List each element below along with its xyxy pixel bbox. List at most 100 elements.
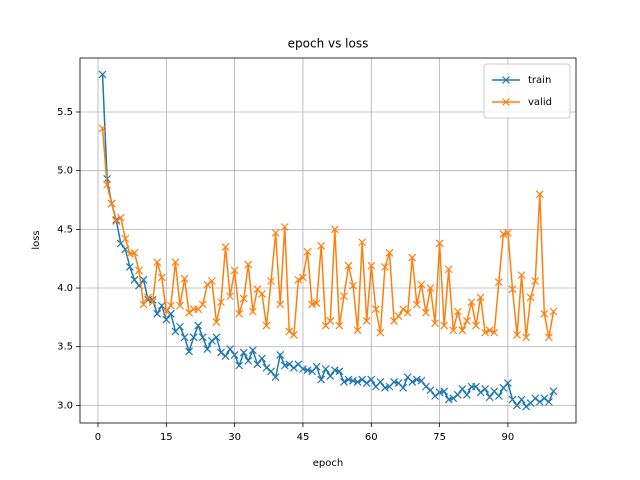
data-point xyxy=(458,385,467,393)
data-point xyxy=(157,301,166,310)
data-point xyxy=(453,390,462,399)
data-point xyxy=(180,274,189,283)
data-point xyxy=(299,365,307,373)
data-point xyxy=(226,345,234,353)
data-point xyxy=(412,300,421,309)
data-point xyxy=(212,318,221,326)
data-point xyxy=(503,228,512,237)
data-point xyxy=(499,230,508,238)
y-tick-label: 4.5 xyxy=(57,224,73,235)
data-point xyxy=(376,328,385,337)
data-point xyxy=(394,312,403,321)
data-point xyxy=(217,348,225,357)
data-point xyxy=(299,273,307,282)
data-point xyxy=(244,260,253,269)
data-point xyxy=(285,327,294,336)
data-point xyxy=(522,333,531,342)
data-point xyxy=(462,390,471,399)
data-point xyxy=(148,298,157,307)
data-point xyxy=(130,248,139,257)
y-tick-label: 3.5 xyxy=(57,342,73,353)
data-point xyxy=(422,308,430,317)
data-point xyxy=(116,213,125,222)
data-point xyxy=(412,375,421,384)
data-point xyxy=(326,372,335,380)
data-point xyxy=(349,281,357,290)
data-point xyxy=(230,266,239,275)
data-point xyxy=(371,305,380,314)
data-point xyxy=(522,402,531,411)
data-point xyxy=(226,292,234,301)
data-point xyxy=(481,328,490,337)
data-point xyxy=(444,265,453,274)
series-line xyxy=(101,74,555,408)
chart-title: epoch vs loss xyxy=(288,37,369,51)
data-point xyxy=(417,376,426,385)
data-point xyxy=(476,388,485,397)
data-point xyxy=(312,299,321,308)
data-point xyxy=(317,375,326,384)
data-point xyxy=(367,375,376,384)
data-point xyxy=(217,298,225,307)
legend-marker xyxy=(502,98,510,106)
data-point xyxy=(98,124,107,133)
data-point xyxy=(285,360,294,369)
data-point xyxy=(335,321,344,330)
data-point xyxy=(340,292,348,301)
data-point xyxy=(422,382,430,391)
data-point xyxy=(385,248,394,257)
data-point xyxy=(549,387,558,396)
data-point xyxy=(262,363,271,372)
data-point xyxy=(485,326,494,335)
data-point xyxy=(176,301,184,310)
data-point xyxy=(399,383,408,392)
data-point xyxy=(435,388,444,397)
data-point xyxy=(362,379,371,388)
data-point xyxy=(276,351,285,359)
data-point xyxy=(308,300,316,309)
data-point xyxy=(453,307,462,316)
data-point xyxy=(358,238,367,247)
data-point xyxy=(112,217,121,226)
data-point xyxy=(244,356,253,365)
data-point xyxy=(180,333,189,342)
data-point xyxy=(289,331,298,339)
data-point xyxy=(431,319,439,328)
data-point xyxy=(381,383,389,392)
data-point xyxy=(235,309,244,318)
data-point xyxy=(271,228,280,237)
data-point xyxy=(162,307,171,316)
data-point xyxy=(444,395,453,404)
data-point xyxy=(157,273,166,282)
data-point xyxy=(426,386,435,395)
data-point xyxy=(125,250,134,258)
data-point xyxy=(185,308,194,317)
data-point xyxy=(431,392,439,400)
data-point xyxy=(139,300,148,309)
data-point xyxy=(280,223,289,231)
data-point xyxy=(494,278,503,287)
data-point xyxy=(508,285,517,294)
data-point xyxy=(248,307,257,316)
data-point xyxy=(212,333,221,342)
data-point xyxy=(239,294,248,303)
y-axis-label: loss xyxy=(31,230,42,249)
data-point xyxy=(485,393,494,402)
data-point xyxy=(362,316,371,325)
data-point xyxy=(376,377,385,386)
x-axis-label: epoch xyxy=(313,458,343,469)
data-point xyxy=(248,346,257,355)
data-point xyxy=(540,394,549,403)
data-point xyxy=(166,301,175,310)
data-point xyxy=(335,367,344,376)
data-point xyxy=(531,394,540,403)
data-point xyxy=(162,315,171,324)
data-point xyxy=(303,247,312,256)
y-tick-label: 5.5 xyxy=(57,107,73,118)
data-point xyxy=(239,348,248,357)
data-point xyxy=(540,309,549,318)
data-point xyxy=(271,373,280,382)
data-point xyxy=(435,239,444,248)
data-point xyxy=(344,261,353,270)
data-point xyxy=(440,321,449,330)
